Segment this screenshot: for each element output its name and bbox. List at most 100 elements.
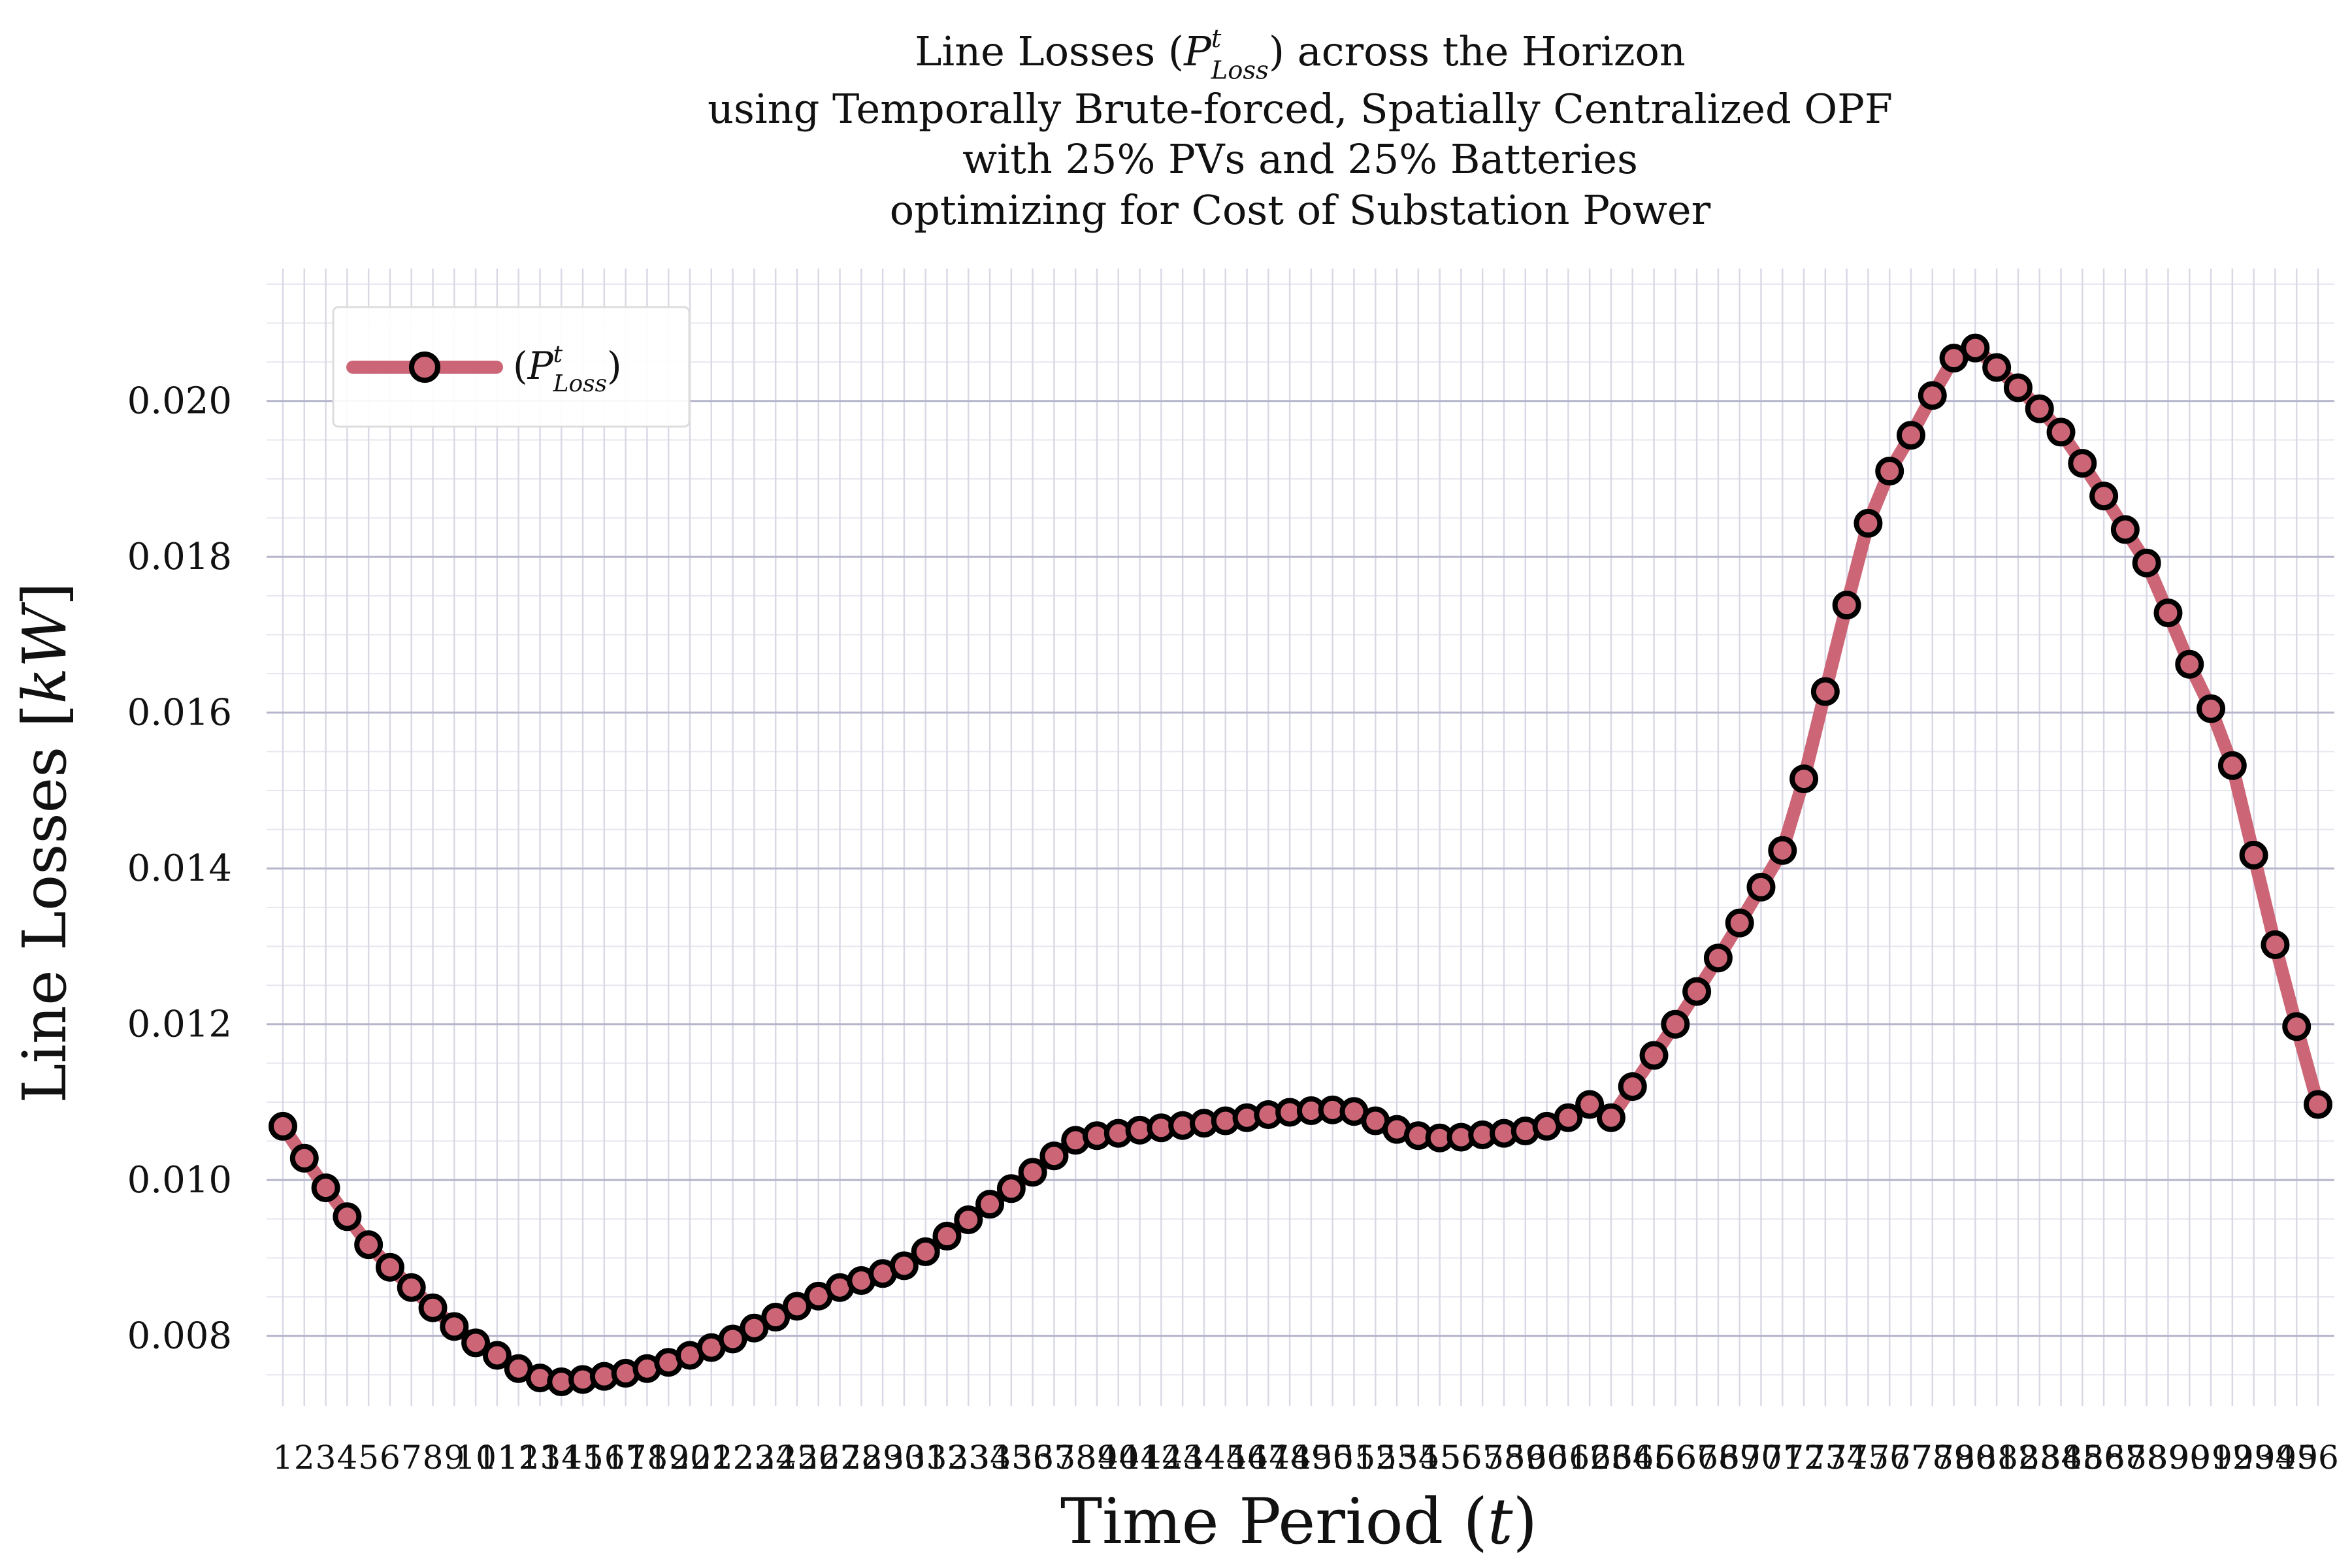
x-tick-label: 18: [627, 1439, 668, 1477]
legend-box: [332, 306, 691, 428]
x-tick-label: 83: [2019, 1439, 2061, 1477]
data-point: [354, 1230, 384, 1260]
x-tick-label: 11: [476, 1439, 518, 1477]
data-point: [1961, 333, 1990, 363]
x-tick-label: 60: [1526, 1439, 1568, 1477]
x-tick-label: 38: [1054, 1439, 1096, 1477]
x-tick-label: 20: [669, 1439, 711, 1477]
x-tick-label: 39: [1076, 1439, 1118, 1477]
data-point: [1789, 764, 1819, 794]
x-tick-label: 66: [1655, 1439, 1697, 1477]
y-tick-label: 0.012: [127, 1004, 232, 1046]
x-tick-label: 14: [540, 1439, 582, 1477]
x-tick-label: 7: [401, 1439, 422, 1477]
chart-title-line: optimizing for Cost of Substation Power: [890, 186, 1711, 234]
x-tick-label: 23: [734, 1439, 776, 1477]
data-point: [2175, 649, 2204, 679]
x-tick-label: 75: [1848, 1439, 1889, 1477]
x-tick-label: 10: [455, 1439, 497, 1477]
x-tick-label: 22: [712, 1439, 754, 1477]
x-tick-label: 29: [862, 1439, 904, 1477]
x-tick-label: 32: [926, 1439, 968, 1477]
x-tick-label: 41: [1119, 1439, 1161, 1477]
x-tick-label: 43: [1162, 1439, 1203, 1477]
x-tick-label: 90: [2168, 1439, 2210, 1477]
x-tick-label: 68: [1697, 1439, 1739, 1477]
chart-title-line: with 25% PVs and 25% Batteries: [962, 135, 1638, 183]
data-point: [2003, 373, 2033, 402]
data-series: [269, 333, 2332, 1397]
x-tick-label: 49: [1290, 1439, 1332, 1477]
data-point: [1725, 908, 1754, 938]
x-tick-label: 9: [444, 1439, 465, 1477]
x-tick-label: 85: [2062, 1439, 2104, 1477]
data-point: [1746, 872, 1776, 902]
x-tick-label: 96: [2297, 1439, 2339, 1477]
x-tick-label: 46: [1226, 1439, 1268, 1477]
x-tick-label: 62: [1569, 1439, 1610, 1477]
x-axis-label: Time Period (t): [1060, 1485, 1537, 1558]
x-tick-label: 17: [605, 1439, 647, 1477]
x-tick-label: 44: [1183, 1439, 1225, 1477]
x-tick-label: 8: [423, 1439, 444, 1477]
data-point: [2217, 751, 2247, 780]
x-tick-label: 92: [2212, 1439, 2253, 1477]
x-tick-label: 15: [562, 1439, 604, 1477]
y-axis-ticks: 0.008 0.010 0.012 0.014 0.016 0.018 0.020: [127, 380, 232, 1358]
x-tick-label: 3: [316, 1439, 336, 1477]
x-tick-label: 74: [1826, 1439, 1868, 1477]
data-point: [1682, 977, 1712, 1006]
x-tick-label: 51: [1333, 1439, 1375, 1477]
x-tick-label: 89: [2148, 1439, 2189, 1477]
x-tick-label: 45: [1205, 1439, 1247, 1477]
x-tick-label: 79: [1933, 1439, 1975, 1477]
data-point: [2197, 694, 2226, 723]
x-tick-label: 87: [2104, 1439, 2146, 1477]
data-point: [932, 1222, 962, 1251]
x-tick-label: 71: [1761, 1439, 1803, 1477]
x-tick-label: 93: [2233, 1439, 2275, 1477]
x-tick-label: 65: [1633, 1439, 1675, 1477]
x-tick-label: 24: [755, 1439, 796, 1477]
y-tick-label: 0.014: [127, 847, 232, 890]
data-point: [2153, 598, 2183, 628]
x-tick-label: 61: [1548, 1439, 1590, 1477]
x-tick-label: 56: [1441, 1439, 1482, 1477]
data-point: [375, 1252, 404, 1282]
data-point: [1618, 1072, 1647, 1102]
data-point: [1661, 1009, 1690, 1039]
data-point: [1768, 836, 1797, 865]
x-tick-label: 42: [1141, 1439, 1183, 1477]
data-point: [311, 1173, 340, 1203]
x-tick-label: 50: [1312, 1439, 1354, 1477]
data-point: [333, 1202, 362, 1232]
data-point: [1875, 457, 1904, 486]
x-tick-label: 63: [1590, 1439, 1632, 1477]
x-tick-label: 4: [336, 1439, 357, 1477]
x-tick-label: 21: [691, 1439, 732, 1477]
data-point: [482, 1341, 512, 1370]
series-line: [276, 341, 2325, 1389]
data-point: [1596, 1103, 1625, 1132]
data-point: [2046, 417, 2076, 447]
data-point: [2304, 1090, 2332, 1119]
x-tick-label: 77: [1890, 1439, 1932, 1477]
x-tick-label: 34: [969, 1439, 1011, 1477]
data-point: [889, 1251, 919, 1281]
data-point: [397, 1273, 426, 1302]
data-point: [1982, 353, 2012, 382]
x-tick-label: 70: [1740, 1439, 1782, 1477]
data-point: [718, 1324, 747, 1354]
data-point: [954, 1205, 983, 1235]
x-tick-label: 57: [1462, 1439, 1503, 1477]
x-tick-label: 64: [1612, 1439, 1654, 1477]
data-point: [1639, 1041, 1669, 1070]
x-tick-label: 80: [1955, 1439, 1997, 1477]
x-tick-label: 31: [905, 1439, 947, 1477]
y-tick-label: 0.018: [127, 536, 232, 578]
x-tick-label: 76: [1869, 1439, 1910, 1477]
data-point: [440, 1312, 469, 1341]
